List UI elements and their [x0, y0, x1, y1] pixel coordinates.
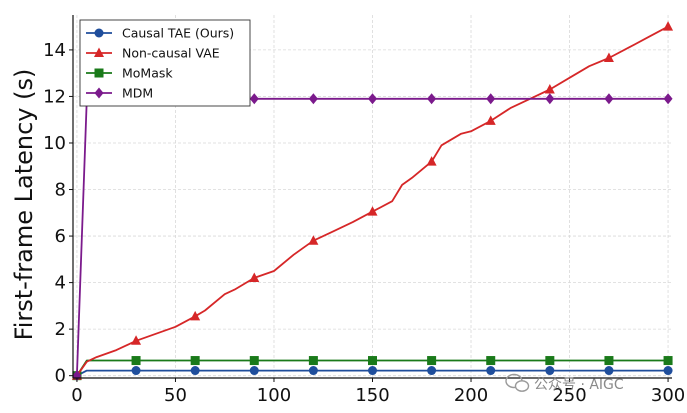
data-point: [544, 83, 555, 94]
y-tick-label: 12: [43, 86, 66, 107]
data-point: [545, 93, 555, 105]
data-point: [486, 356, 496, 366]
data-point: [131, 356, 141, 366]
legend-marker: [94, 68, 104, 78]
data-point: [663, 356, 673, 366]
data-point: [308, 93, 318, 105]
data-point: [603, 52, 614, 63]
data-point: [308, 235, 319, 245]
x-tick-label: 100: [257, 385, 291, 406]
legend: Causal TAE (Ours) Non-causal VAE MoMask MDM: [79, 19, 251, 107]
y-tick-label: 14: [43, 40, 66, 61]
data-point: [427, 356, 437, 366]
data-point: [604, 366, 614, 376]
data-point: [486, 366, 496, 376]
legend-item: Non-causal VAE: [86, 46, 220, 61]
watermark: 公众号 · AIGC: [505, 373, 624, 393]
legend-item: Causal TAE (Ours): [86, 26, 234, 41]
x-tick-label: 150: [355, 385, 389, 406]
data-point: [249, 356, 259, 366]
series-non-causal-vae: [71, 21, 674, 380]
legend-marker: [94, 87, 104, 99]
data-point: [604, 356, 614, 366]
x-tick-label: 300: [651, 385, 685, 406]
data-point: [190, 356, 200, 366]
legend-marker: [94, 28, 104, 38]
series-line: [76, 359, 669, 377]
data-point: [663, 366, 673, 376]
series-layer: [71, 21, 674, 382]
data-point: [368, 93, 377, 105]
data-point: [308, 356, 318, 366]
legend-label: MDM: [122, 86, 153, 101]
data-point: [131, 335, 142, 345]
x-tick-label: 250: [552, 385, 586, 406]
data-point: [308, 366, 318, 376]
data-point: [249, 366, 259, 376]
data-point: [485, 115, 496, 125]
data-point: [368, 356, 377, 366]
data-point: [427, 93, 437, 105]
data-point: [545, 356, 555, 366]
x-ticks: 0 50 100 150 200 250 300: [71, 378, 685, 406]
y-tick-label: 6: [55, 226, 66, 247]
data-point: [663, 21, 674, 31]
data-point: [190, 310, 201, 321]
data-point: [249, 272, 260, 282]
legend-item: MoMask: [86, 66, 173, 81]
data-point: [367, 206, 378, 216]
y-tick-label: 10: [43, 133, 66, 154]
series-line: [76, 25, 669, 377]
data-point: [131, 366, 141, 376]
y-axis-title: First-frame Latency (s): [10, 69, 38, 341]
data-point: [190, 366, 200, 376]
data-point: [249, 93, 259, 105]
legend-label: MoMask: [122, 66, 173, 81]
legend-marker: [94, 47, 104, 57]
y-ticks: 0 2 4 6 8 10 12 14: [43, 40, 73, 387]
y-tick-label: 8: [55, 180, 66, 201]
series-line: [76, 369, 669, 377]
x-tick-label: 0: [71, 385, 82, 406]
legend-label: Causal TAE (Ours): [122, 26, 234, 41]
x-tick-label: 200: [454, 385, 488, 406]
series-causal-tae-ours: [72, 366, 673, 381]
data-point: [368, 366, 377, 376]
legend-box: [79, 19, 251, 107]
data-point: [604, 93, 614, 105]
data-point: [663, 93, 673, 105]
legend-label: Non-causal VAE: [122, 46, 220, 61]
data-point: [486, 93, 496, 105]
data-point: [426, 156, 437, 166]
y-tick-label: 0: [55, 366, 66, 387]
y-tick-label: 2: [55, 319, 66, 340]
x-tick-label: 50: [164, 385, 187, 406]
data-point: [545, 366, 555, 376]
watermark-text: 公众号 · AIGC: [534, 377, 624, 393]
y-tick-label: 4: [55, 273, 66, 294]
legend-item: MDM: [86, 86, 153, 101]
data-point: [427, 366, 437, 376]
wechat-icon: [505, 373, 530, 392]
